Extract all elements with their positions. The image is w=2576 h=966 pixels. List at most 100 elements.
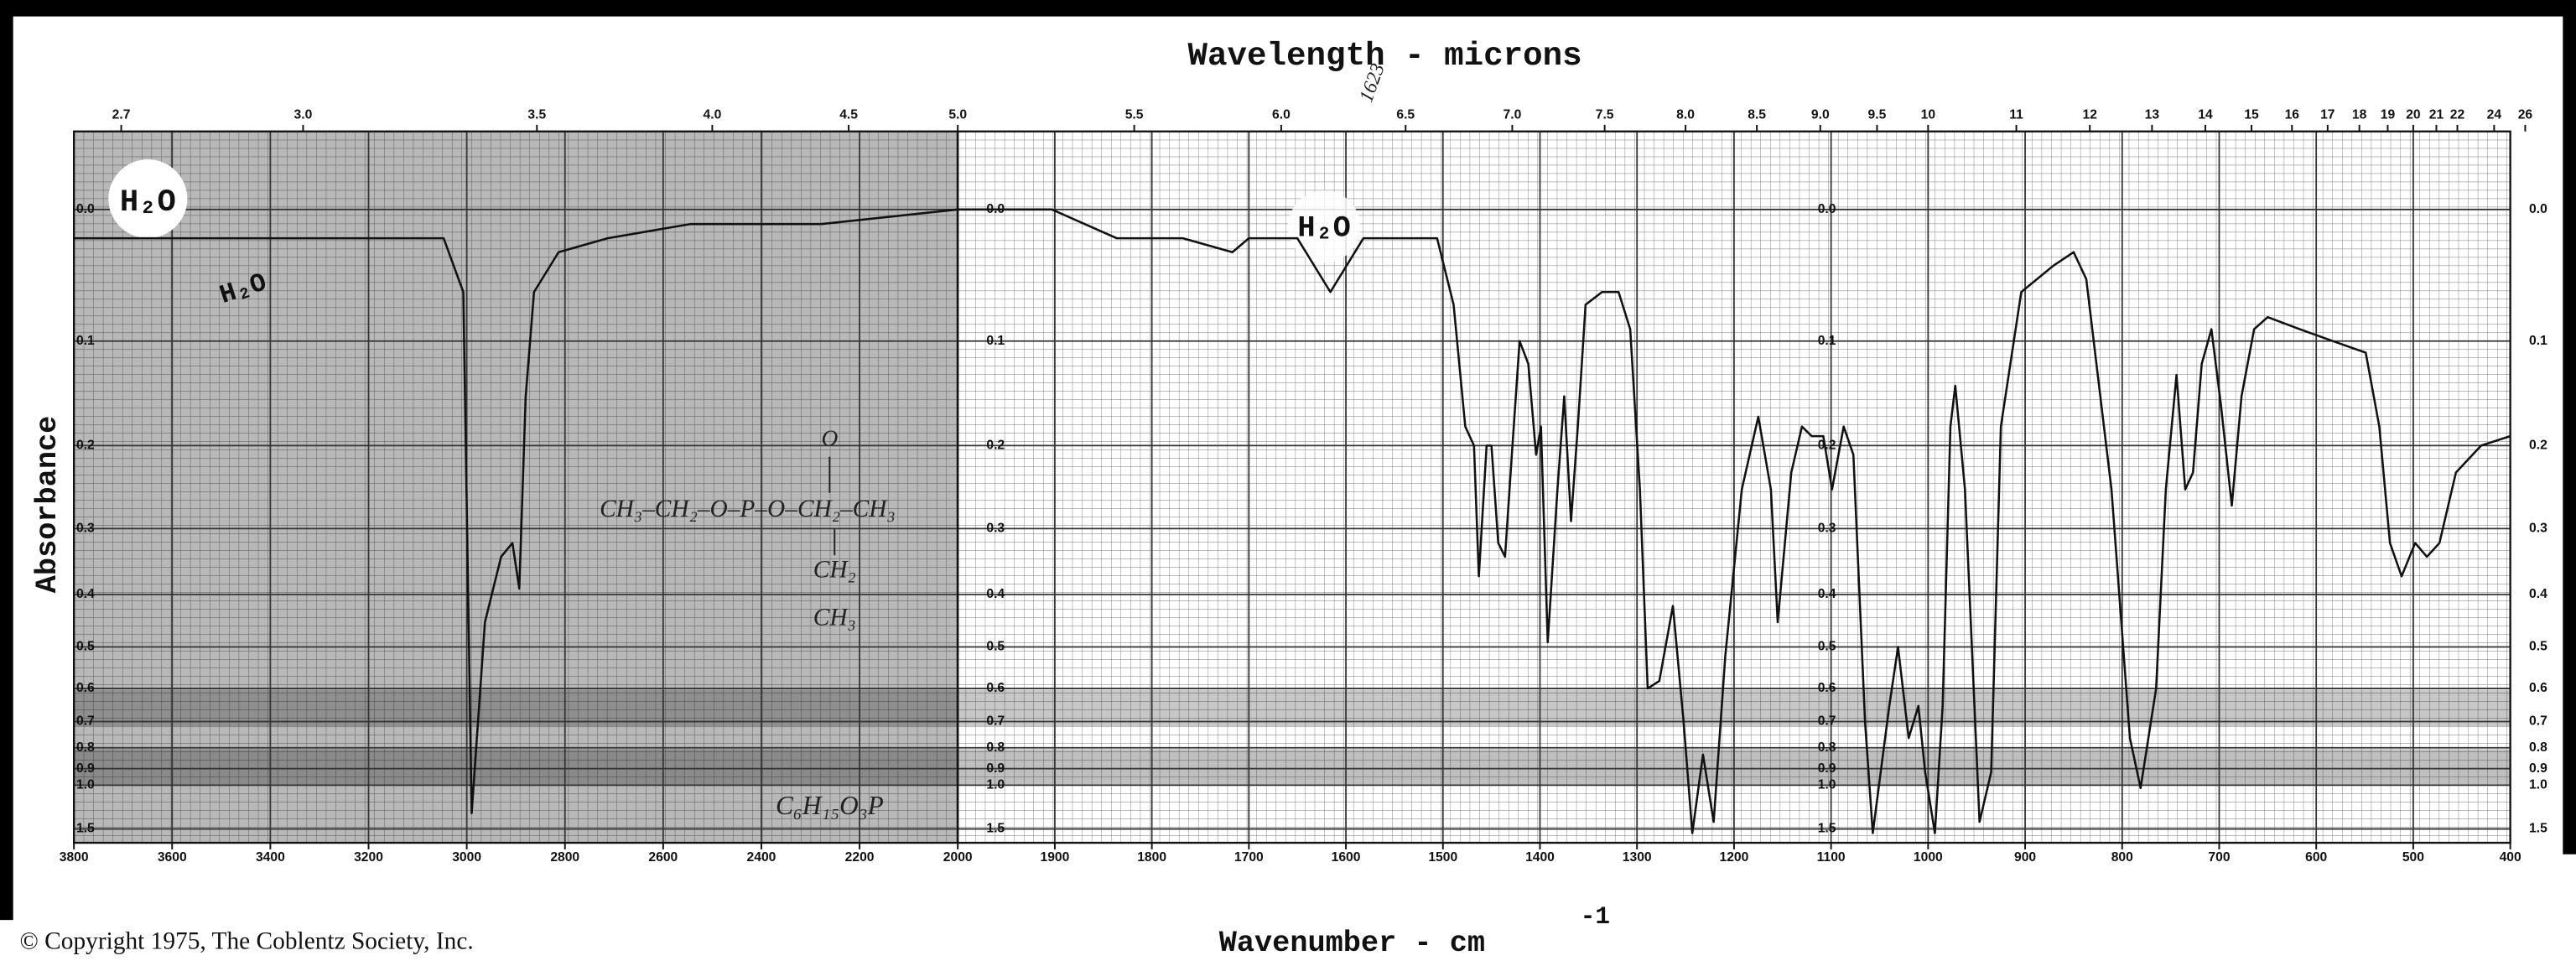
y-tick-label: 0.2 bbox=[1818, 438, 1836, 452]
x2-tick-label: 5.5 bbox=[1125, 107, 1144, 122]
x-tick-label: 1400 bbox=[1525, 850, 1555, 865]
y-tick-label: 1.5 bbox=[986, 822, 1005, 836]
y-tick-label: 0.0 bbox=[2529, 202, 2547, 216]
y-tick-label: 0.2 bbox=[2529, 438, 2547, 452]
panel-shade bbox=[74, 131, 958, 844]
x2-tick-label: 9.0 bbox=[1811, 107, 1830, 122]
x2-tick-label: 9.5 bbox=[1868, 107, 1887, 122]
x-tick-label: 900 bbox=[2014, 850, 2036, 865]
y-tick-label: 0.4 bbox=[2529, 587, 2547, 601]
y-tick-label: 0.5 bbox=[1818, 640, 1836, 654]
x2-tick-label: 19 bbox=[2381, 107, 2396, 122]
title: Wavelength - microns bbox=[1188, 37, 1582, 75]
x-tick-label: 3000 bbox=[452, 850, 481, 865]
y-tick-label: 0.8 bbox=[1818, 740, 1836, 755]
annotation: CH₂ bbox=[813, 557, 856, 584]
x2-tick-label: 7.5 bbox=[1596, 107, 1614, 122]
x2-tick-label: 11 bbox=[2009, 107, 2023, 122]
x-axis-label-superscript: -1 bbox=[1581, 903, 1610, 931]
y-tick-label: 0.4 bbox=[1818, 587, 1836, 601]
annotation: C₆H₁₅O₃P bbox=[776, 791, 884, 820]
x2-tick-label: 10 bbox=[1921, 107, 1936, 122]
annotation: CH₃ bbox=[813, 604, 856, 631]
x2-tick-label: 17 bbox=[2320, 107, 2335, 122]
minor-grid bbox=[74, 131, 2511, 844]
x2-tick-label: 21 bbox=[2429, 107, 2444, 122]
x-tick-label: 600 bbox=[2305, 850, 2327, 865]
y-tick-label: 0.1 bbox=[2529, 334, 2547, 348]
y-tick-label: 0.0 bbox=[76, 202, 95, 216]
x-tick-label: 1300 bbox=[1623, 850, 1652, 865]
y-tick-label: 0.8 bbox=[2529, 740, 2547, 755]
spectrum-line bbox=[958, 208, 2511, 834]
y-tick-label: 0.9 bbox=[986, 761, 1005, 776]
y-tick-label: 1.0 bbox=[1818, 778, 1836, 792]
annotation-backdrop bbox=[1288, 190, 1361, 263]
x-tick-label: 2800 bbox=[550, 850, 579, 865]
y-tick-label: 0.9 bbox=[76, 761, 95, 776]
y-tick-label: 0.9 bbox=[2529, 761, 2547, 776]
y-tick-label: 1.0 bbox=[986, 778, 1005, 792]
y-tick-label: 0.5 bbox=[2529, 640, 2547, 654]
x-tick-label: 2200 bbox=[845, 850, 875, 865]
x-tick-label: 1700 bbox=[1234, 850, 1264, 865]
x2-tick-label: 3.5 bbox=[527, 107, 546, 122]
x2-tick-label: 8.5 bbox=[1748, 107, 1766, 122]
x-tick-label: 700 bbox=[2208, 850, 2230, 865]
x-tick-label: 1800 bbox=[1137, 850, 1166, 865]
x-tick-label: 1000 bbox=[1914, 850, 1943, 865]
x2-tick-label: 14 bbox=[2198, 107, 2213, 122]
x-tick-label: 800 bbox=[2111, 850, 2133, 865]
x2-tick-label: 16 bbox=[2285, 107, 2300, 122]
x-tick-label: 1500 bbox=[1428, 850, 1457, 865]
x-tick-label: 1600 bbox=[1332, 850, 1361, 865]
annotation: H₂O bbox=[1297, 212, 1350, 246]
scan-border bbox=[0, 0, 13, 921]
y-tick-label: 0.8 bbox=[986, 740, 1005, 755]
x-tick-label: 3200 bbox=[354, 850, 383, 865]
x-tick-label: 3800 bbox=[60, 850, 89, 865]
y-tick-label: 0.4 bbox=[76, 587, 95, 601]
annotation: O bbox=[821, 425, 838, 450]
y-tick-label: 0.3 bbox=[1818, 521, 1836, 535]
y-tick-label: 0.1 bbox=[76, 334, 95, 348]
x2-tick-label: 13 bbox=[2145, 107, 2160, 122]
x-tick-label: 500 bbox=[2402, 850, 2424, 865]
y-tick-label: 0.5 bbox=[986, 640, 1005, 654]
y-tick-label: 0.2 bbox=[76, 438, 95, 452]
y-tick-label: 0.3 bbox=[986, 521, 1005, 535]
x-tick-label: 1100 bbox=[1817, 850, 1846, 865]
y-tick-label: 0.7 bbox=[76, 714, 95, 729]
x2-tick-label: 22 bbox=[2450, 107, 2465, 122]
x-axis-label: Wavenumber - cm bbox=[1219, 927, 1485, 960]
annotation: H₂O bbox=[120, 185, 176, 221]
x2-tick-label: 4.0 bbox=[704, 107, 722, 122]
y-tick-label: 1.5 bbox=[76, 822, 95, 836]
scan-border bbox=[0, 0, 2576, 17]
x2-tick-label: 3.0 bbox=[294, 107, 313, 122]
y-tick-label: 0.2 bbox=[986, 438, 1005, 452]
y-tick-label: 1.0 bbox=[2529, 778, 2547, 792]
y-tick-label: 0.6 bbox=[1818, 681, 1836, 695]
y-tick-label: 1.0 bbox=[76, 778, 95, 792]
x-tick-label: 2400 bbox=[747, 850, 776, 865]
y-tick-label: 0.8 bbox=[76, 740, 95, 755]
annotation-backdrop bbox=[108, 159, 188, 239]
y-tick-label: 0.1 bbox=[986, 334, 1005, 348]
y-tick-label: 0.7 bbox=[2529, 714, 2547, 729]
scan-band bbox=[74, 689, 2511, 726]
plot-frame bbox=[72, 130, 2511, 844]
annotation: CH₃–CH₂–O–P–O–CH₂–CH₃ bbox=[600, 496, 896, 522]
y-tick-label: 0.4 bbox=[986, 587, 1005, 601]
x2-tick-label: 24 bbox=[2487, 107, 2502, 122]
y-tick-label: 0.6 bbox=[986, 681, 1005, 695]
x-tick-label: 1900 bbox=[1040, 850, 1069, 865]
y-tick-label: 0.6 bbox=[2529, 681, 2547, 695]
x2-tick-label: 4.5 bbox=[839, 107, 858, 122]
x2-tick-label: 6.5 bbox=[1396, 107, 1415, 122]
x-tick-label: 400 bbox=[2500, 850, 2521, 865]
spectrum-line bbox=[74, 208, 958, 815]
y-axis-label: Absorbance bbox=[31, 416, 65, 594]
